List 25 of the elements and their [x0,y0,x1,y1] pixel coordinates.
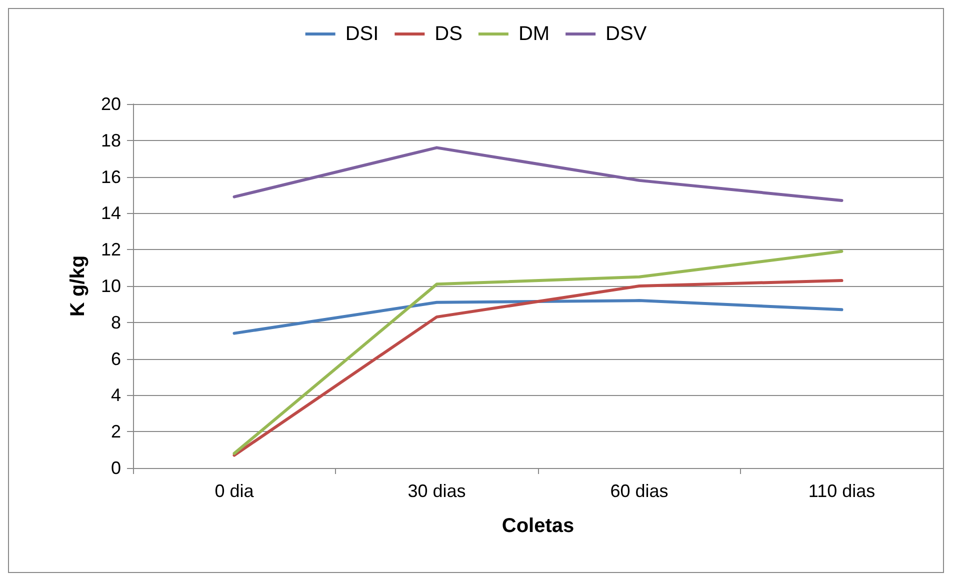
legend-label: DSV [606,23,648,45]
y-tick-label: 12 [100,240,121,260]
x-tick-label: 60 dias [610,481,668,501]
y-tick-label: 14 [100,203,121,224]
y-tick-label: 8 [110,312,121,332]
y-tick-label: 0 [110,458,121,478]
y-tick-label: 16 [100,166,121,187]
y-tick-label: 4 [110,385,121,406]
legend-label: DSI [345,23,379,45]
y-tick-label: 10 [100,276,121,296]
x-tick-label: 0 dia [214,481,255,501]
line-series [232,146,844,202]
line-series [232,279,844,457]
line-series [232,299,844,335]
y-tick-label: 18 [100,130,121,150]
y-axis-title: K g/kg [67,255,89,317]
x-tick-label: 110 dias [808,481,876,501]
x-tick-label: 30 dias [408,481,466,501]
legend-label: DM [518,23,550,45]
y-tick-label: 6 [110,348,121,369]
legend-label: DS [434,23,462,45]
line-series [232,250,844,455]
x-axis-title: Coletas [502,515,574,537]
y-tick-label: 20 [100,94,121,114]
y-tick-label: 2 [110,422,121,442]
